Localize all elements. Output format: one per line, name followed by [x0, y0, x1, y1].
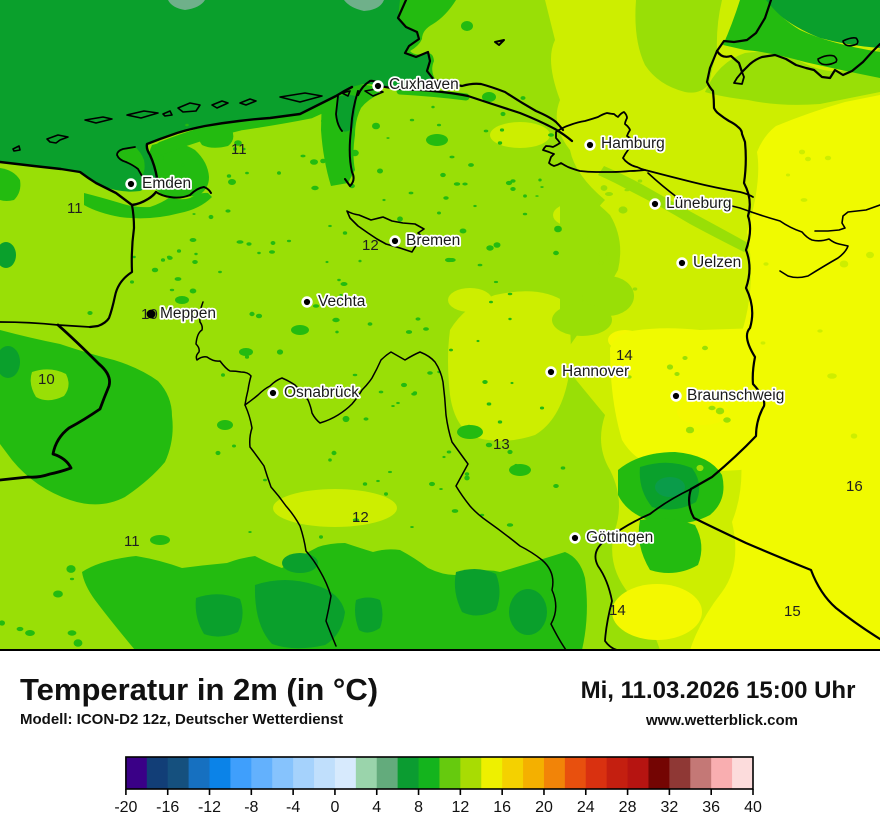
- svg-text:Meppen: Meppen: [160, 305, 216, 322]
- svg-text:Osnabrück: Osnabrück: [284, 384, 359, 401]
- svg-text:Lüneburg: Lüneburg: [666, 195, 732, 212]
- svg-text:Bremen: Bremen: [406, 232, 460, 249]
- svg-text:16: 16: [493, 799, 511, 816]
- svg-text:Temperatur in 2m (in °C): Temperatur in 2m (in °C): [20, 672, 378, 707]
- svg-text:-8: -8: [244, 799, 258, 816]
- svg-text:32: 32: [660, 799, 678, 816]
- svg-text:Mi, 11.03.2026 15:00 Uhr: Mi, 11.03.2026 15:00 Uhr: [581, 677, 856, 704]
- svg-text:11: 11: [231, 141, 247, 158]
- svg-text:14: 14: [609, 602, 626, 619]
- svg-text:12: 12: [451, 799, 469, 816]
- svg-text:-16: -16: [156, 799, 179, 816]
- svg-text:Modell: ICON-D2 12z, Deutscher: Modell: ICON-D2 12z, Deutscher Wetterdie…: [20, 711, 343, 728]
- svg-text:36: 36: [702, 799, 720, 816]
- svg-text:28: 28: [619, 799, 637, 816]
- svg-text:14: 14: [616, 347, 633, 364]
- svg-text:Hamburg: Hamburg: [601, 135, 665, 152]
- svg-text:12: 12: [352, 509, 369, 526]
- svg-text:8: 8: [414, 799, 423, 816]
- svg-text:-12: -12: [198, 799, 221, 816]
- svg-text:-4: -4: [286, 799, 300, 816]
- svg-text:-20: -20: [114, 799, 137, 816]
- svg-text:15: 15: [784, 603, 801, 620]
- svg-text:16: 16: [846, 478, 863, 495]
- svg-text:www.wetterblick.com: www.wetterblick.com: [645, 712, 798, 729]
- svg-text:24: 24: [577, 799, 595, 816]
- svg-text:40: 40: [744, 799, 762, 816]
- svg-text:Emden: Emden: [142, 175, 191, 192]
- svg-text:Vechta: Vechta: [318, 293, 366, 310]
- svg-text:Braunschweig: Braunschweig: [687, 387, 784, 404]
- svg-text:Uelzen: Uelzen: [693, 254, 741, 271]
- svg-text:0: 0: [330, 799, 339, 816]
- svg-text:Hannover: Hannover: [562, 363, 629, 380]
- svg-text:11: 11: [67, 200, 83, 217]
- svg-text:4: 4: [372, 799, 381, 816]
- svg-text:Göttingen: Göttingen: [586, 529, 653, 546]
- svg-text:12: 12: [362, 237, 379, 254]
- svg-text:20: 20: [535, 799, 553, 816]
- svg-text:10: 10: [38, 371, 55, 388]
- svg-text:Cuxhaven: Cuxhaven: [389, 76, 459, 93]
- svg-text:13: 13: [493, 436, 510, 453]
- svg-text:11: 11: [124, 533, 140, 550]
